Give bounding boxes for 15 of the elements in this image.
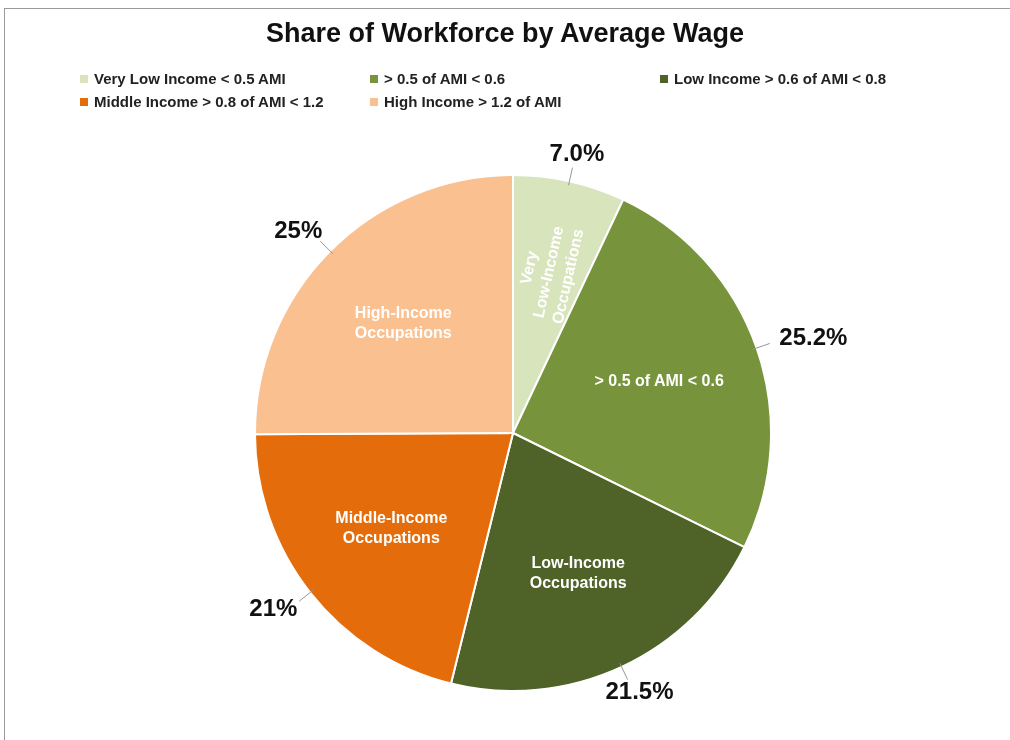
text: Low-Income Occupations — [529, 553, 627, 591]
chart-title: Share of Workforce by Average Wage — [264, 18, 746, 49]
data-label: 7.0% — [549, 138, 605, 166]
data-label: 25.2% — [779, 323, 848, 351]
legend-label: High Income > 1.2 of AMI — [384, 93, 562, 110]
data-label: 21.5% — [605, 677, 674, 705]
data-label: 21% — [249, 594, 298, 622]
data-label: 25% — [274, 215, 323, 243]
text: Middle-Income Occupations — [335, 509, 448, 547]
legend-label: Low Income > 0.6 of AMI < 0.8 — [674, 70, 886, 87]
legend-label: Very Low Income < 0.5 AMI — [94, 70, 286, 87]
text: > 0.5 of AMI < 0.6 — [594, 372, 724, 390]
text: High-Income Occupations — [354, 304, 452, 342]
legend-label: > 0.5 of AMI < 0.6 — [384, 70, 506, 87]
legend-label: Middle Income > 0.8 of AMI < 1.2 — [94, 93, 324, 110]
